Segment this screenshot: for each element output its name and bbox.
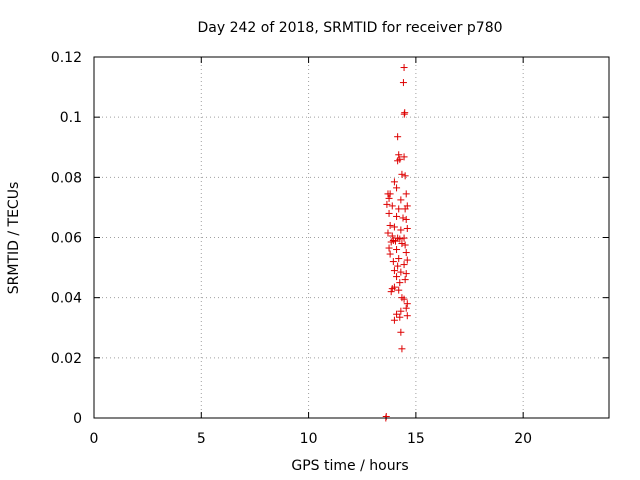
data-points [382, 64, 411, 422]
data-point [393, 310, 401, 318]
data-point [390, 223, 398, 231]
data-point [399, 214, 407, 222]
data-point [402, 215, 410, 223]
plot-frame [93, 56, 610, 419]
data-point [390, 316, 398, 324]
data-point [398, 345, 406, 353]
data-point [386, 250, 394, 258]
data-point [393, 246, 401, 254]
y-tick-label: 0.08 [51, 170, 82, 186]
data-point [398, 170, 406, 178]
data-point [397, 268, 405, 276]
data-point [394, 262, 402, 270]
ticks: 0 5 10 15 20 0 0.02 0.04 0.06 0.08 0.1 0.12 [51, 50, 609, 447]
data-point [401, 172, 409, 180]
y-tick-label: 0.06 [51, 231, 82, 247]
data-point [402, 249, 410, 257]
x-tick-label: 15 [407, 431, 425, 447]
data-point [385, 194, 393, 202]
chart-title: Day 242 of 2018, SRMTID for receiver p78… [197, 20, 502, 36]
x-tick-label: 0 [90, 431, 99, 447]
x-tick-label: 5 [197, 431, 206, 447]
y-tick-label: 0.12 [51, 50, 82, 66]
data-point [403, 312, 411, 320]
data-point [395, 151, 403, 159]
y-tick-label: 0.1 [60, 110, 82, 126]
data-point [402, 304, 410, 312]
data-point [386, 190, 394, 198]
data-point [396, 235, 404, 243]
data-point [397, 307, 405, 315]
data-point [401, 241, 409, 249]
data-point [403, 300, 411, 308]
data-point [402, 270, 410, 278]
data-point [403, 224, 411, 232]
y-tick-label: 0.04 [51, 291, 82, 307]
data-point [385, 244, 393, 252]
data-point [385, 209, 393, 217]
data-point [400, 110, 408, 118]
x-tick-label: 20 [514, 431, 532, 447]
data-point [396, 313, 404, 321]
x-axis-label: GPS time / hours [291, 458, 408, 474]
data-point [389, 258, 397, 266]
data-point [387, 288, 395, 296]
x-tick-label: 10 [300, 431, 318, 447]
data-point [397, 328, 405, 336]
data-point [394, 133, 402, 141]
data-point [390, 267, 398, 275]
data-point [393, 212, 401, 220]
data-point [386, 221, 394, 229]
data-point [400, 295, 408, 303]
data-point [391, 237, 399, 245]
data-point [399, 79, 407, 87]
data-point [401, 276, 409, 284]
data-point [397, 196, 405, 204]
data-point [388, 232, 396, 240]
data-point [400, 234, 408, 242]
data-point [390, 178, 398, 186]
y-axis-label: SRMTID / TECUs [6, 182, 22, 295]
data-point [383, 200, 391, 208]
y-tick-label: 0.02 [51, 351, 82, 367]
data-point [402, 190, 410, 198]
data-point [400, 153, 408, 161]
data-point [396, 279, 404, 287]
data-point [403, 256, 411, 264]
data-point [403, 202, 411, 210]
data-point [395, 255, 403, 263]
data-point [397, 226, 405, 234]
data-point [393, 184, 401, 192]
grid [94, 57, 609, 418]
data-point [400, 261, 408, 269]
y-tick-label: 0 [73, 411, 82, 427]
data-point [400, 64, 408, 72]
data-point [382, 412, 390, 420]
data-point [388, 202, 396, 210]
data-point [394, 157, 402, 165]
data-point [395, 205, 403, 213]
data-point [390, 283, 398, 291]
data-point [384, 229, 392, 237]
data-point [398, 240, 406, 248]
data-point [393, 273, 401, 281]
data-point [395, 286, 403, 294]
